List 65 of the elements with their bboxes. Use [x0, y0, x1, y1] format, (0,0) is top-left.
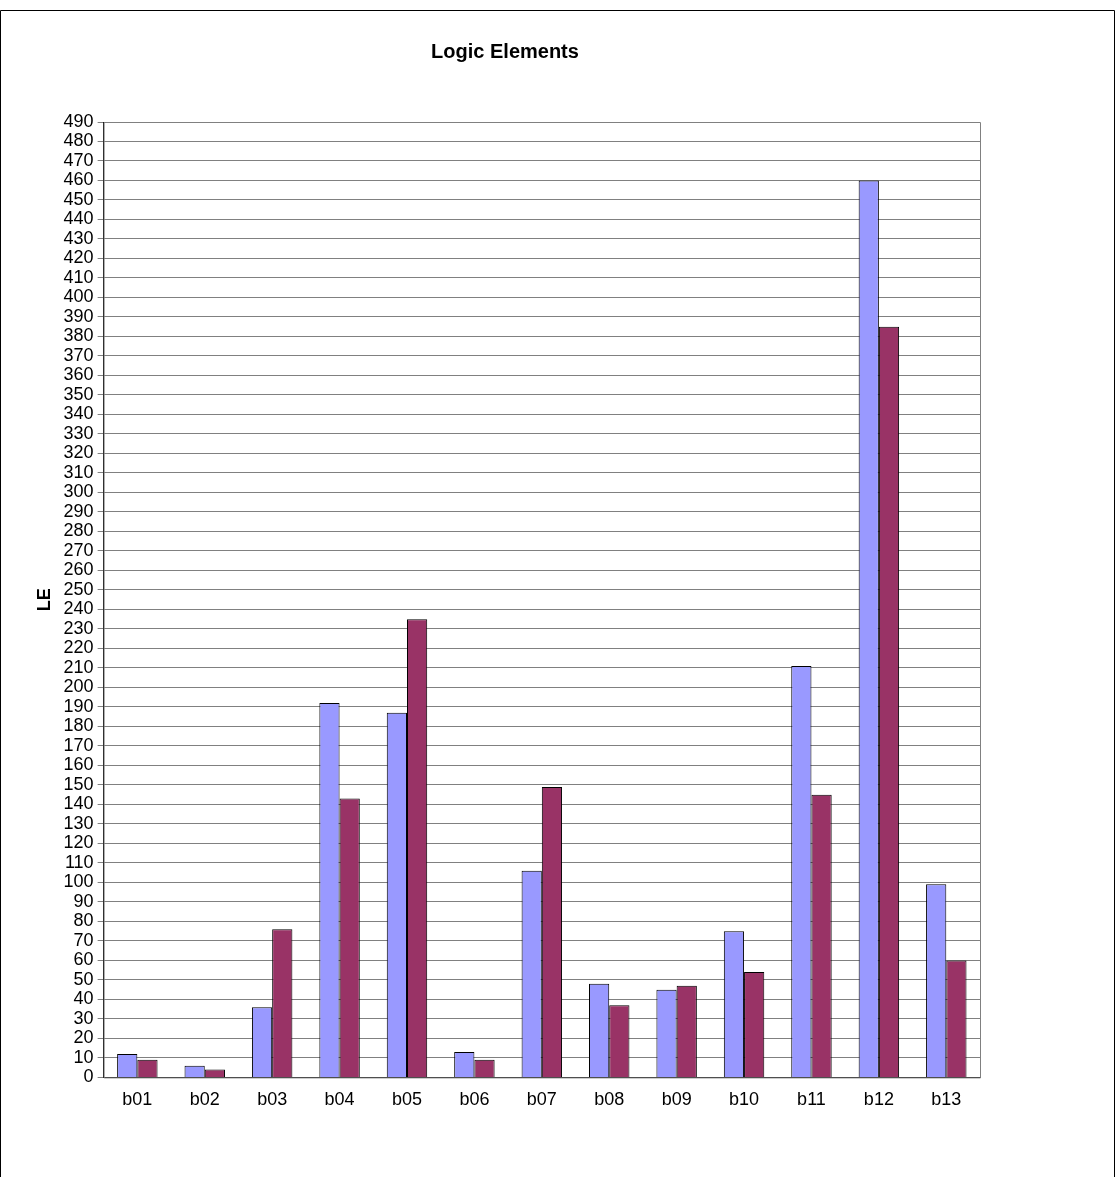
y-tick-label: 240 [63, 598, 94, 619]
y-tick-label: 100 [63, 871, 94, 892]
y-tick-label: 420 [63, 247, 94, 268]
y-tick-label: 140 [63, 793, 94, 814]
y-tick-label: 220 [63, 637, 94, 658]
y-tick-label: 180 [63, 715, 94, 736]
y-tick-label: 310 [63, 461, 94, 482]
y-tick-label: 300 [63, 481, 94, 502]
y-tick-label: 40 [73, 988, 94, 1009]
y-tick-label: 150 [63, 773, 94, 794]
y-tick-label: 380 [63, 325, 94, 346]
y-tick-label: 460 [63, 169, 94, 190]
chart-title: Logic Elements [431, 39, 579, 62]
x-tick-label: b06 [459, 1089, 490, 1110]
x-tick-label: b11 [797, 1089, 826, 1110]
y-axis-title: LE [33, 588, 54, 612]
y-tick-label: 490 [63, 110, 94, 131]
x-tick-label: b12 [863, 1089, 894, 1110]
y-tick-label: 270 [63, 539, 94, 560]
y-tick-label: 370 [63, 344, 94, 365]
y-tick-label: 410 [63, 266, 94, 287]
x-tick-label: b07 [526, 1089, 557, 1110]
y-tick-label: 470 [63, 149, 94, 170]
y-tick-label: 350 [63, 383, 94, 404]
y-tick-label: 280 [63, 520, 94, 541]
y-tick-label: 320 [63, 442, 94, 463]
y-tick-label: 50 [73, 968, 94, 989]
y-tick-label: 230 [63, 617, 94, 638]
y-tick-label: 260 [63, 559, 94, 580]
y-tick-label: 210 [63, 656, 94, 677]
y-tick-label: 200 [63, 676, 94, 697]
x-tick-label: b10 [729, 1089, 760, 1110]
x-tick-label: b04 [324, 1089, 355, 1110]
y-tick-label: 340 [63, 403, 94, 424]
y-tick-label: 330 [63, 422, 94, 443]
y-tick-label: 80 [73, 910, 94, 931]
y-tick-label: 430 [63, 227, 94, 248]
y-tick-label: 60 [73, 949, 94, 970]
y-tick-label: 160 [63, 754, 94, 775]
x-tick-label: b02 [189, 1089, 220, 1110]
y-tick-label: 110 [64, 851, 94, 872]
y-tick-label: 20 [73, 1027, 94, 1048]
x-tick-label: b09 [661, 1089, 692, 1110]
y-tick-label: 0 [83, 1066, 94, 1087]
y-tick-label: 190 [63, 695, 94, 716]
y-tick-label: 290 [63, 500, 94, 521]
x-tick-label: b05 [391, 1089, 423, 1110]
x-tick-label: b01 [122, 1089, 153, 1110]
y-tick-label: 70 [73, 929, 94, 950]
y-tick-label: 30 [73, 1007, 94, 1028]
x-tick-label: b13 [931, 1089, 962, 1110]
x-tick-label: b08 [594, 1089, 625, 1110]
y-tick-label: 120 [63, 832, 94, 853]
y-tick-label: 400 [63, 286, 94, 307]
y-tick-label: 250 [63, 578, 94, 599]
y-tick-label: 480 [63, 130, 94, 151]
y-tick-label: 90 [73, 890, 94, 911]
x-tick-label: b03 [257, 1089, 288, 1110]
y-tick-label: 10 [73, 1046, 94, 1067]
y-tick-label: 440 [63, 208, 94, 229]
y-tick-label: 130 [63, 812, 94, 833]
y-tick-label: 360 [63, 364, 94, 385]
y-tick-label: 450 [63, 188, 94, 209]
y-tick-label: 170 [63, 734, 94, 755]
y-tick-label: 390 [63, 305, 94, 326]
